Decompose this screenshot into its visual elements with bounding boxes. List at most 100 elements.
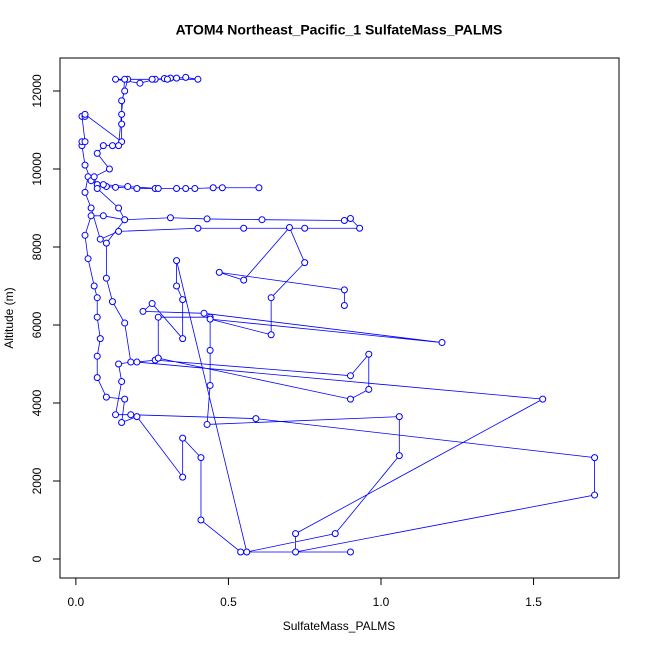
data-point xyxy=(112,75,120,83)
data-point xyxy=(206,381,214,389)
y-tick-label: 12000 xyxy=(30,74,44,108)
data-point xyxy=(93,294,101,302)
data-point xyxy=(255,184,263,192)
data-point xyxy=(301,224,309,232)
data-point xyxy=(133,358,141,366)
data-point xyxy=(96,335,104,343)
data-point xyxy=(93,352,101,360)
data-point xyxy=(93,374,101,382)
data-point xyxy=(96,235,104,243)
data-point xyxy=(209,184,217,192)
data-point xyxy=(194,75,202,83)
data-point xyxy=(203,215,211,223)
data-point xyxy=(133,184,141,192)
data-point xyxy=(267,331,275,339)
data-point xyxy=(166,214,174,222)
data-point xyxy=(81,188,89,196)
data-point xyxy=(90,173,98,181)
data-point xyxy=(127,411,135,419)
data-point xyxy=(163,75,171,83)
data-point xyxy=(118,378,126,386)
data-point xyxy=(115,360,123,368)
data-point xyxy=(346,548,354,556)
data-point xyxy=(203,420,211,428)
data-point xyxy=(136,79,144,87)
data-point xyxy=(87,212,95,220)
data-point xyxy=(173,184,181,192)
data-point xyxy=(121,87,129,95)
data-point xyxy=(105,165,113,173)
y-tick-label: 10000 xyxy=(30,152,44,186)
data-point xyxy=(93,184,101,192)
data-point xyxy=(206,315,214,323)
data-point xyxy=(154,354,162,362)
data-point xyxy=(591,491,599,499)
data-point xyxy=(108,142,116,150)
data-point xyxy=(194,224,202,232)
y-axis-label: Altitude (m) xyxy=(2,287,16,348)
data-point xyxy=(197,516,205,524)
data-point xyxy=(81,110,89,118)
data-point xyxy=(115,227,123,235)
data-point xyxy=(215,268,223,276)
data-point xyxy=(154,313,162,321)
data-point xyxy=(121,75,129,83)
data-point xyxy=(121,395,129,403)
data-point xyxy=(365,385,373,393)
data-point xyxy=(258,216,266,224)
data-point xyxy=(99,142,107,150)
plot-box xyxy=(59,57,620,579)
data-point xyxy=(121,319,129,327)
data-point xyxy=(173,257,181,265)
data-point xyxy=(191,184,199,192)
data-point xyxy=(218,184,226,192)
data-point xyxy=(346,395,354,403)
y-tick-label: 4000 xyxy=(30,389,44,416)
data-point xyxy=(87,204,95,212)
data-point xyxy=(438,339,446,347)
data-point xyxy=(395,452,403,460)
data-point xyxy=(108,298,116,306)
data-point xyxy=(81,161,89,169)
x-tick-label: 1.0 xyxy=(373,595,390,609)
data-point xyxy=(99,181,107,189)
data-point xyxy=(340,286,348,294)
data-point xyxy=(84,255,92,263)
data-point xyxy=(81,231,89,239)
data-point xyxy=(331,530,339,538)
data-point xyxy=(240,276,248,284)
data-point xyxy=(118,97,126,105)
data-point xyxy=(115,204,123,212)
data-point xyxy=(90,282,98,290)
data-point xyxy=(539,395,547,403)
x-tick-label: 0.0 xyxy=(68,595,85,609)
data-point xyxy=(346,215,354,223)
data-point xyxy=(179,434,187,442)
y-tick-label: 2000 xyxy=(30,467,44,494)
data-point xyxy=(154,184,162,192)
data-point xyxy=(240,224,248,232)
data-point xyxy=(81,138,89,146)
data-point xyxy=(200,309,208,317)
data-point xyxy=(292,530,300,538)
data-point xyxy=(243,548,251,556)
data-point xyxy=(292,548,300,556)
data-point xyxy=(301,259,309,267)
data-point xyxy=(139,307,147,315)
data-point xyxy=(365,350,373,358)
data-point xyxy=(237,548,245,556)
data-point xyxy=(121,216,129,224)
data-point xyxy=(356,224,364,232)
x-axis-label: SulfateMass_PALMS xyxy=(283,619,396,633)
data-point xyxy=(118,110,126,118)
y-tick-label: 0 xyxy=(30,555,44,562)
data-point xyxy=(133,413,141,421)
data-point xyxy=(112,411,120,419)
data-point xyxy=(591,454,599,462)
data-point xyxy=(93,149,101,157)
data-point xyxy=(267,294,275,302)
x-tick-label: 0.5 xyxy=(220,595,237,609)
data-point xyxy=(346,372,354,380)
